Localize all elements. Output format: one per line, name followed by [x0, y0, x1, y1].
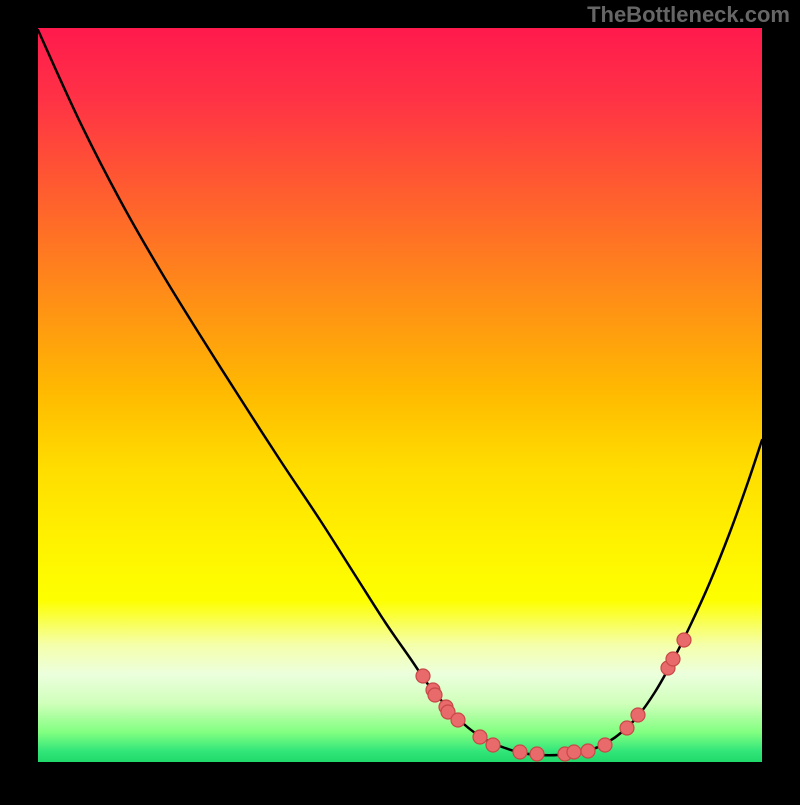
data-marker — [598, 738, 612, 752]
data-marker — [677, 633, 691, 647]
plot-background — [38, 28, 762, 762]
data-marker — [567, 745, 581, 759]
data-marker — [631, 708, 645, 722]
data-marker — [486, 738, 500, 752]
chart-container: TheBottleneck.com — [0, 0, 800, 800]
watermark-text: TheBottleneck.com — [587, 2, 790, 28]
data-marker — [451, 713, 465, 727]
data-marker — [416, 669, 430, 683]
data-marker — [581, 744, 595, 758]
data-marker — [428, 688, 442, 702]
data-marker — [530, 747, 544, 761]
data-marker — [473, 730, 487, 744]
data-marker — [513, 745, 527, 759]
bottleneck-chart — [0, 0, 800, 800]
data-marker — [620, 721, 634, 735]
data-marker — [666, 652, 680, 666]
